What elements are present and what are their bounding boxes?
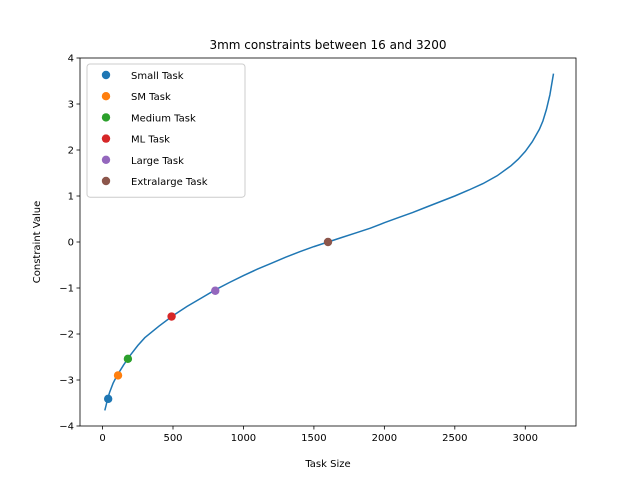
- legend-marker: [101, 70, 111, 80]
- axes: 0 500 1000 1500 2000 2500 3000 −4 −3 −2 −1 0 1 2 3 4: [59, 54, 577, 444]
- chart-title: 3mm constraints between 16 and 3200: [209, 38, 446, 52]
- x-tick-label: 0: [99, 433, 105, 444]
- y-axis-label: Constraint Value: [32, 201, 43, 284]
- y-tick-label: −1: [59, 284, 74, 295]
- x-tick-label: 1000: [231, 433, 256, 444]
- legend-label: SM Task: [131, 92, 171, 103]
- legend-marker: [101, 113, 111, 122]
- x-axis-label: Task Size: [304, 459, 350, 470]
- y-tick-label: 1: [68, 192, 74, 203]
- y-tick-label: 2: [68, 146, 74, 157]
- point-large-task: [211, 286, 220, 295]
- y-tick-label: 4: [68, 54, 74, 65]
- x-tick-label: 1500: [301, 433, 326, 444]
- legend-label: Medium Task: [131, 113, 196, 124]
- legend-box: [86, 63, 246, 198]
- legend-marker: [101, 176, 111, 186]
- x-tick-label: 2500: [442, 433, 467, 444]
- point-extralarge-task: [323, 237, 333, 247]
- legend-label: Large Task: [131, 156, 184, 167]
- y-tick-label: 0: [68, 238, 74, 249]
- point-small-task: [103, 394, 113, 404]
- legend-label: Small Task: [131, 71, 184, 82]
- legend-marker: [101, 92, 111, 101]
- legend-marker: [101, 155, 111, 164]
- legend-label: Extralarge Task: [131, 177, 208, 188]
- constraint-curve: [104, 73, 555, 411]
- point-sm-task: [113, 371, 123, 380]
- legend-label: ML Task: [131, 135, 170, 146]
- x-tick-label: 500: [163, 433, 182, 444]
- legend: Small Task SM Task Medium Task ML Task Large…: [86, 63, 246, 198]
- y-tick-label: −3: [59, 376, 74, 387]
- point-medium-task: [123, 354, 133, 364]
- point-ml-task: [167, 312, 176, 321]
- x-tick-label: 3000: [513, 433, 538, 444]
- legend-marker: [101, 134, 111, 143]
- y-tick-label: −4: [59, 422, 74, 433]
- y-tick-label: 3: [68, 100, 74, 111]
- y-tick-label: −2: [59, 330, 74, 341]
- x-tick-label: 2000: [372, 433, 397, 444]
- plot-area: [103, 73, 555, 411]
